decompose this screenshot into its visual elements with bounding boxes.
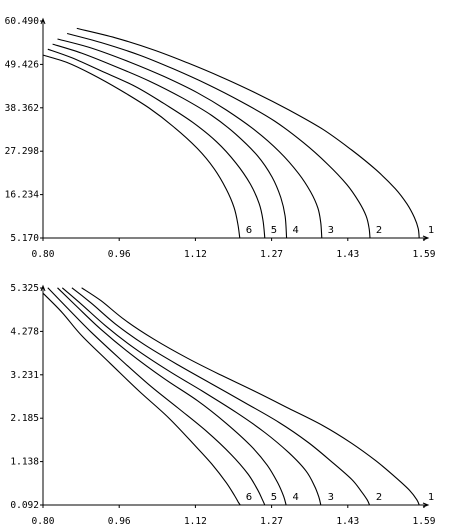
series-line-3 (61, 287, 322, 506)
x-tick-label: 0.96 (108, 249, 131, 260)
x-tick-label: 1.27 (260, 249, 283, 260)
series-line-6 (42, 54, 241, 239)
series-line-6 (42, 292, 241, 506)
x-tick-label: 1.59 (413, 249, 436, 260)
x-tick-label: 0.96 (108, 516, 131, 527)
series-label-1: 1 (428, 492, 434, 503)
y-tick-label: 5.170 (10, 233, 39, 244)
y-tick-label: 38.362 (5, 103, 39, 114)
series-label-6: 6 (246, 492, 252, 503)
series-label-2: 2 (376, 492, 382, 503)
y-tick-label: 3.231 (10, 370, 39, 381)
series-line-2 (66, 32, 371, 239)
x-tick-label: 1.12 (184, 249, 207, 260)
x-tick-label: 0.80 (32, 249, 55, 260)
series-label-3: 3 (328, 225, 334, 236)
series-line-2 (71, 287, 371, 506)
y-tick-label: 5.325 (10, 283, 39, 294)
y-axis-arrow (40, 284, 46, 292)
series-label-4: 4 (292, 492, 298, 503)
chart-1: 0.80 0.96 1.12 1.27 1.43 1.59 5.170 16.234 27.29… (5, 16, 436, 260)
x-tick-label: 1.43 (336, 516, 359, 527)
series-label-4: 4 (292, 225, 298, 236)
chart-2: 0.80 0.96 1.12 1.27 1.43 1.59 0.092 1.138 2.185 3… (10, 283, 435, 527)
series-label-6: 6 (246, 225, 252, 236)
series-label-1: 1 (428, 225, 434, 236)
x-tick-label: 1.43 (336, 249, 359, 260)
series-line-5 (47, 287, 266, 506)
series-line-1 (81, 287, 420, 506)
x-axis-arrow (422, 235, 430, 241)
x-tick-label: 0.80 (32, 516, 55, 527)
series-line-4 (57, 287, 287, 506)
x-axis-arrow (422, 502, 430, 508)
series-label-5: 5 (271, 492, 277, 503)
series-label-3: 3 (328, 492, 334, 503)
y-tick-label: 16.234 (5, 190, 40, 201)
series-line-3 (57, 38, 323, 239)
y-tick-label: 27.298 (5, 146, 40, 157)
y-tick-label: 4.278 (10, 326, 39, 337)
y-tick-label: 60.490 (5, 16, 40, 27)
y-tick-label: 1.138 (10, 457, 39, 468)
series-label-2: 2 (376, 225, 382, 236)
x-tick-label: 1.59 (413, 516, 436, 527)
series-line-4 (52, 43, 288, 239)
y-axis-arrow (40, 17, 46, 25)
y-tick-label: 49.426 (5, 59, 40, 70)
series-line-1 (76, 27, 420, 239)
x-tick-label: 1.27 (260, 516, 283, 527)
series-line-5 (47, 48, 266, 239)
y-tick-label: 0.092 (10, 500, 39, 511)
x-tick-label: 1.12 (184, 516, 207, 527)
y-tick-label: 2.185 (10, 413, 39, 424)
series-label-5: 5 (271, 225, 277, 236)
